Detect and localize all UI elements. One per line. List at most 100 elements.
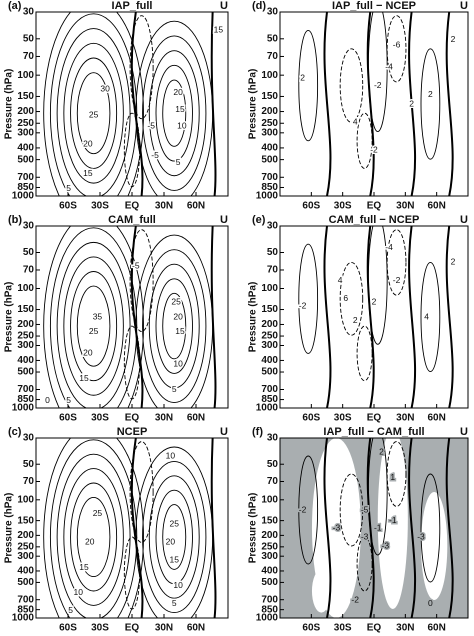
contour-label: 5	[66, 395, 71, 405]
contour-line	[43, 12, 144, 196]
y-tick-label: 250	[17, 541, 34, 552]
contour-label: 4	[338, 275, 343, 285]
contour-label: 20	[173, 311, 183, 321]
y-tick-label: 700	[17, 384, 34, 395]
x-tick-label: 30N	[155, 413, 173, 424]
y-tick-label: 30	[267, 433, 279, 444]
x-tick-label: 30S	[91, 413, 109, 424]
x-tick-label: 60S	[59, 413, 77, 424]
contour-label: -5	[361, 504, 369, 514]
contour-label: 0	[428, 598, 433, 608]
contour-label: 5	[172, 598, 177, 608]
contour-line	[63, 42, 124, 184]
y-tick-label: 850	[17, 182, 34, 193]
contour-label: 35	[93, 311, 103, 321]
y-tick-label: 150	[17, 304, 34, 315]
x-tick-label: 60N	[427, 623, 445, 634]
y-tick-label: 400	[261, 355, 278, 366]
contour-label: -2	[374, 80, 382, 90]
contour-label: -2	[299, 300, 307, 310]
contour-label: 10	[177, 120, 187, 130]
contour-line	[162, 79, 187, 147]
contour-field	[280, 438, 468, 618]
contour-label: -4	[385, 242, 393, 252]
contour-label: 15	[175, 104, 185, 114]
contour-line	[148, 475, 200, 599]
contour-line	[386, 441, 407, 507]
contour-line	[356, 325, 373, 382]
x-tick-label: 30S	[334, 201, 352, 212]
panel-label: (f)	[252, 426, 263, 438]
y-tick-label: 30	[267, 221, 279, 232]
y-tick-label: 850	[17, 394, 34, 405]
y-tick-label: 700	[17, 172, 34, 183]
y-tick-label: 500	[261, 154, 278, 165]
zero-contour	[408, 226, 417, 408]
contour-line	[70, 271, 118, 382]
y-tick-label: 250	[261, 331, 278, 342]
contour-line	[63, 256, 124, 396]
contour-label: 0	[45, 395, 50, 405]
contour-line	[76, 496, 111, 578]
contour-label: 2	[379, 447, 384, 457]
contour-line	[129, 441, 154, 543]
x-tick-label: EQ	[125, 413, 140, 424]
contour-line	[142, 249, 207, 403]
y-tick-label: 300	[17, 127, 34, 138]
contour-line	[135, 20, 214, 196]
contour-label: 1	[390, 472, 395, 482]
contour-line	[339, 261, 364, 336]
panel-label: (b)	[8, 214, 22, 226]
y-tick-label: 30	[267, 7, 279, 18]
y-tick-label: 850	[261, 394, 278, 405]
panel-title: NCEP	[117, 426, 148, 438]
x-tick-label: 60N	[187, 201, 205, 212]
y-tick-label: 700	[17, 594, 34, 605]
x-tick-label: 60S	[302, 201, 320, 212]
contour-label: 25	[89, 326, 99, 336]
contour-label: 5	[176, 157, 181, 167]
y-tick-label: 100	[17, 494, 34, 505]
contour-line	[76, 285, 111, 367]
x-tick-label: 60N	[427, 201, 445, 212]
y-tick-label: 500	[261, 367, 278, 378]
x-tick-label: EQ	[367, 201, 382, 212]
x-tick-label: EQ	[367, 623, 382, 634]
contour-label: 25	[170, 519, 180, 529]
contour-label: -3	[381, 540, 389, 550]
contour-field	[43, 438, 217, 618]
contour-line	[162, 292, 187, 360]
contour-label: 2	[300, 72, 305, 82]
y-tick-label: 400	[17, 143, 34, 154]
y-tick-label: 50	[267, 247, 279, 258]
x-tick-label: 30S	[91, 623, 109, 634]
x-tick-label: EQ	[125, 623, 140, 634]
y-tick-label: 250	[17, 118, 34, 129]
zero-contour	[323, 12, 332, 196]
y-tick-label: 400	[261, 143, 278, 154]
contour-line	[43, 438, 144, 618]
contour-label: -2	[299, 504, 307, 514]
y-tick-label: 150	[261, 91, 278, 102]
y-tick-label: 70	[267, 265, 279, 276]
contour-label: -5	[132, 260, 140, 270]
variable-label: U	[460, 426, 468, 438]
panel-title: CAM_full − NCEP	[329, 214, 420, 226]
y-tick-label: 250	[261, 541, 278, 552]
y-axis-label: Pressure (hPa)	[248, 282, 259, 353]
contour-line	[70, 482, 118, 592]
y-tick-label: 700	[261, 172, 278, 183]
y-tick-label: 100	[261, 283, 278, 294]
contour-line	[148, 263, 200, 389]
zero-contour	[130, 12, 144, 196]
contour-line	[298, 243, 319, 354]
y-tick-label: 200	[261, 319, 278, 330]
x-tick-label: 30S	[334, 413, 352, 424]
x-tick-label: 60N	[427, 413, 445, 424]
contour-label: 25	[171, 297, 181, 307]
y-tick-label: 100	[261, 494, 278, 505]
contour-label: 2	[451, 257, 456, 267]
contour-label: -3	[417, 531, 425, 541]
contour-label: 2	[428, 89, 433, 99]
